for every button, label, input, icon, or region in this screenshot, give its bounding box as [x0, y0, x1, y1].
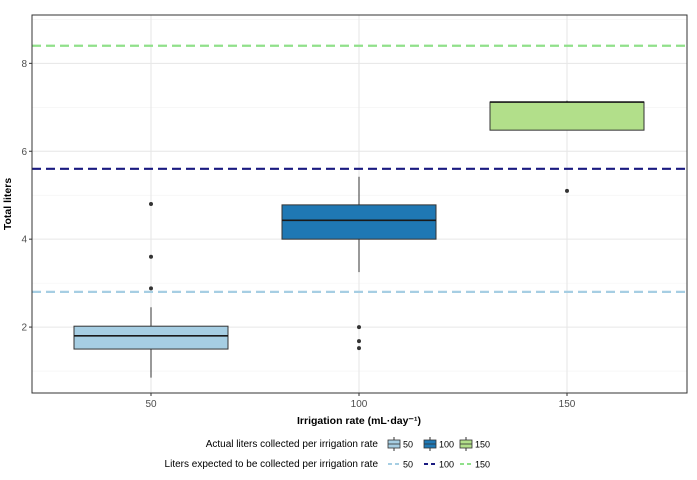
y-tick-label: 6	[21, 147, 27, 158]
y-tick-labels: 2 4 6 8	[21, 59, 32, 334]
legend-line-label: 50	[403, 460, 413, 470]
legend-line-keys: 50 100 150	[388, 460, 490, 470]
reference-lines	[32, 44, 687, 294]
outlier-point	[149, 254, 153, 259]
box-150	[489, 100, 645, 193]
y-axis-title: Total liters	[2, 178, 14, 230]
x-tick-labels: 50 100 150	[145, 393, 576, 410]
y-tick-label: 4	[21, 235, 27, 246]
legend-box-label: 100	[439, 440, 454, 450]
y-tick-label: 2	[21, 323, 27, 334]
outlier-point	[357, 339, 361, 344]
outlier-point	[149, 202, 153, 206]
y-tick-label: 8	[21, 59, 27, 70]
legend: Actual liters collected per irrigation r…	[165, 437, 490, 470]
x-tick-label: 50	[145, 399, 157, 410]
legend-line-title: Liters expected to be collected per irri…	[165, 459, 379, 470]
box-100	[281, 176, 437, 351]
outlier-point	[357, 346, 361, 351]
boxes	[73, 100, 645, 378]
outlier-point	[357, 325, 361, 330]
outlier-point	[565, 188, 569, 193]
legend-box-keys: 50 100 150	[387, 437, 490, 451]
legend-line-label: 100	[439, 460, 454, 470]
box-iqr	[281, 204, 437, 240]
outlier-point	[149, 286, 153, 291]
legend-box-title: Actual liters collected per irrigation r…	[206, 439, 379, 450]
box-iqr	[489, 101, 645, 131]
x-tick-label: 100	[351, 399, 368, 410]
box-iqr	[73, 325, 229, 350]
box-50	[73, 202, 229, 378]
legend-box-label: 50	[403, 440, 413, 450]
x-tick-label: 150	[559, 399, 576, 410]
legend-box-label: 150	[475, 440, 490, 450]
x-axis-title: Irrigation rate (mL·day⁻¹)	[297, 415, 421, 427]
legend-line-label: 150	[475, 460, 490, 470]
